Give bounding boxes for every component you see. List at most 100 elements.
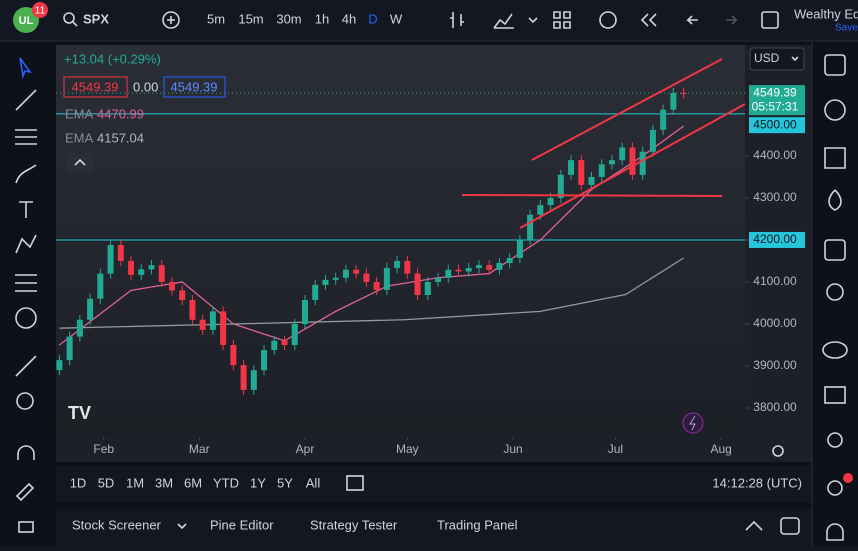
panel-tab[interactable]: Strategy Tester: [310, 517, 398, 532]
y-tick-label: 3800.00: [753, 400, 797, 414]
add-symbol[interactable]: [162, 11, 180, 29]
alerts[interactable]: [824, 99, 846, 121]
cursor-tool[interactable]: [19, 57, 32, 79]
interval[interactable]: 4h: [342, 11, 356, 26]
layouts[interactable]: [553, 11, 571, 29]
range-button[interactable]: 3M: [155, 475, 173, 490]
calendar2[interactable]: [824, 239, 846, 261]
currency-box[interactable]: [749, 47, 805, 71]
sell-price[interactable]: 4549.39: [72, 79, 119, 94]
brush-tool[interactable]: [15, 164, 37, 184]
streams[interactable]: [827, 432, 843, 448]
trendline[interactable]: [461, 194, 723, 197]
candle-body: [373, 281, 380, 290]
buy-box[interactable]: [163, 76, 226, 98]
search-icon[interactable]: [63, 12, 75, 24]
alert[interactable]: [599, 11, 617, 29]
broadcast[interactable]: [827, 480, 843, 496]
buy-price[interactable]: 4549.39: [171, 79, 218, 94]
clock: 14:12:28 (UTC): [712, 475, 802, 490]
dropdown[interactable]: [177, 523, 187, 530]
bottom-panel: [56, 508, 812, 546]
range-button[interactable]: 1D: [70, 475, 87, 490]
range-button[interactable]: 1Y: [250, 475, 266, 490]
messages[interactable]: [824, 386, 846, 404]
last-price: 4549.39: [753, 85, 797, 99]
range-button[interactable]: 1M: [126, 475, 144, 490]
candle-body: [97, 273, 104, 299]
hotlists[interactable]: [828, 189, 842, 211]
interval[interactable]: 5m: [207, 11, 225, 26]
dropdown[interactable]: [528, 17, 538, 24]
range-button[interactable]: 5Y: [277, 475, 293, 490]
plot: 3800.00 3900.00 4000.00 4100.00 4200.00 4300.…: [56, 85, 805, 456]
indicators[interactable]: [493, 13, 514, 29]
calendar[interactable]: [824, 147, 846, 169]
candle-body: [220, 311, 227, 345]
chart-type[interactable]: [450, 12, 464, 28]
interval[interactable]: 1h: [315, 11, 329, 26]
currency[interactable]: USD: [754, 51, 780, 65]
date-range[interactable]: [346, 475, 364, 491]
ideas[interactable]: [826, 283, 844, 301]
collapse-button[interactable]: [66, 153, 94, 172]
account[interactable]: Wealthy Ed: [794, 6, 858, 21]
settings[interactable]: [772, 445, 784, 457]
watchlist[interactable]: [824, 54, 846, 76]
symbol[interactable]: SPX: [83, 11, 109, 26]
trendline[interactable]: [519, 103, 746, 229]
candle-body: [158, 265, 165, 282]
search-icon: [72, 21, 78, 27]
x-tick-label: Apr: [296, 442, 315, 456]
measure-tool[interactable]: [15, 355, 37, 377]
range-button[interactable]: All: [306, 475, 321, 490]
icon-tool[interactable]: [15, 307, 37, 329]
draw-mode[interactable]: [15, 482, 35, 502]
chat[interactable]: [822, 341, 848, 359]
candle-body: [128, 260, 135, 275]
candle-body: [138, 269, 145, 275]
panel-tab[interactable]: Pine Editor: [210, 517, 274, 532]
candle-body: [363, 273, 370, 282]
pattern-tool[interactable]: [15, 234, 37, 254]
panel-tab[interactable]: Trading Panel: [437, 517, 518, 532]
notifications[interactable]: [826, 523, 844, 541]
fib-tool[interactable]: [15, 129, 37, 145]
logo[interactable]: [13, 7, 39, 33]
maximize-panel[interactable]: [780, 517, 800, 535]
left-toolbar: [15, 57, 37, 533]
flash-button[interactable]: [682, 412, 704, 434]
collapse-panel[interactable]: [745, 520, 763, 531]
trendline[interactable]: [531, 58, 723, 161]
text-tool[interactable]: [19, 201, 33, 218]
countdown: 05:57:31: [752, 99, 799, 113]
candle-body: [383, 268, 390, 290]
range-button[interactable]: YTD: [213, 475, 239, 490]
candle-body: [230, 344, 237, 366]
redo[interactable]: [726, 15, 738, 25]
flash-icon: [689, 415, 696, 431]
range-button[interactable]: 5D: [98, 475, 115, 490]
candle-body: [301, 300, 308, 324]
bottom-tabs: Stock Screener Pine Editor Strategy Tester…: [72, 517, 518, 532]
interval[interactable]: W: [390, 11, 403, 26]
line-tool[interactable]: [15, 89, 37, 111]
magnet-tool[interactable]: [17, 445, 35, 460]
replay[interactable]: [640, 13, 657, 27]
interval[interactable]: 30m: [276, 11, 301, 26]
panel-tab[interactable]: Stock Screener: [72, 517, 162, 532]
range-button[interactable]: 6M: [184, 475, 202, 490]
sell-box[interactable]: [63, 76, 128, 98]
interval[interactable]: 15m: [238, 11, 263, 26]
interval[interactable]: D: [368, 11, 377, 26]
lock-tool[interactable]: [18, 521, 34, 533]
x-tick-label: Mar: [189, 442, 210, 456]
candle-body: [209, 311, 216, 330]
candle-body: [670, 92, 677, 110]
candle-body: [619, 147, 626, 161]
undo[interactable]: [686, 15, 698, 25]
save[interactable]: Save: [835, 23, 858, 34]
forecast-tool[interactable]: [15, 274, 37, 292]
fullscreen[interactable]: [761, 11, 779, 29]
zoom-tool[interactable]: [16, 392, 34, 410]
